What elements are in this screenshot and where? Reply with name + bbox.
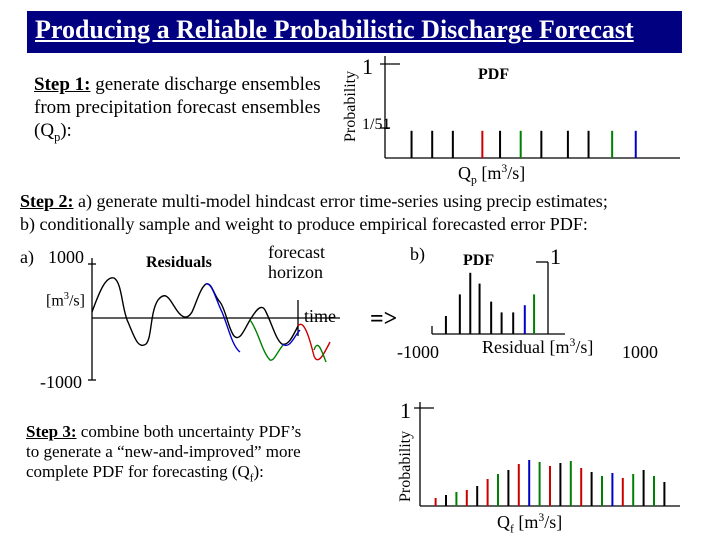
slide-title: Producing a Reliable Probabilistic Disch…: [35, 15, 634, 44]
panel-b-xtick-right: 1000: [622, 342, 658, 362]
pdf1-ytick-top: 1: [362, 54, 373, 79]
panel-b-bars: [444, 272, 536, 334]
panel-a-time: time: [304, 306, 336, 326]
pdf3-bars: [434, 460, 666, 506]
step3-text: Step 3: combine both uncertainty PDF’s t…: [26, 422, 302, 485]
panel-b-axes: [431, 261, 565, 335]
panel-a-axes: [88, 258, 340, 381]
pdf3-axes: [414, 402, 680, 507]
step2-line2: b) conditionally sample and weight to pr…: [20, 214, 588, 234]
panel-a-forecast: forecast: [268, 242, 325, 262]
panel-b-pdf: PDF: [463, 252, 495, 269]
pdf3-xlabel: Qf [m3/s]: [497, 511, 563, 536]
panel-a-label: a): [20, 247, 34, 267]
step1-sub: p: [54, 129, 61, 144]
step1-end: ):: [60, 120, 72, 141]
pdf3-ytick-top: 1: [400, 398, 411, 423]
residual-series: [91, 277, 331, 363]
panel-a-horizon: horizon: [268, 262, 323, 282]
step1-body: generate discharge ensembles from precip…: [34, 74, 321, 141]
panel-b-xtick-left: -1000: [397, 342, 439, 362]
step2-text: Step 2: a) generate multi-model hindcast…: [20, 190, 608, 236]
step1-heading: Step 1:: [34, 74, 91, 95]
pdf1-bars: [410, 130, 637, 158]
step3-heading: Step 3:: [26, 422, 77, 441]
panel-a-residuals: Residuals: [146, 254, 212, 271]
panel-b-label: b): [410, 244, 425, 264]
panel-a-ytick-bottom: -1000: [40, 372, 82, 392]
pdf1-axes: [380, 56, 680, 159]
pdf1-xlabel: Qp [m3/s]: [458, 162, 526, 187]
panel-a-units: [m3/s]: [46, 291, 85, 310]
step1-text: Step 1: generate discharge ensembles fro…: [34, 73, 354, 149]
pdf1-label: PDF: [478, 66, 510, 83]
arrow: =>: [370, 306, 398, 332]
panel-a-ytick-top: 1000: [48, 247, 84, 267]
pdf1-ytick-low: 1/51: [362, 116, 391, 133]
step2-line1: a) generate multi-model hindcast error t…: [73, 191, 608, 211]
title-bar: [27, 11, 682, 53]
panel-b-ytick-top: 1: [550, 244, 561, 269]
step2-heading: Step 2:: [20, 191, 74, 211]
panel-b-xlabel: Residual [m3/s]: [482, 336, 594, 357]
